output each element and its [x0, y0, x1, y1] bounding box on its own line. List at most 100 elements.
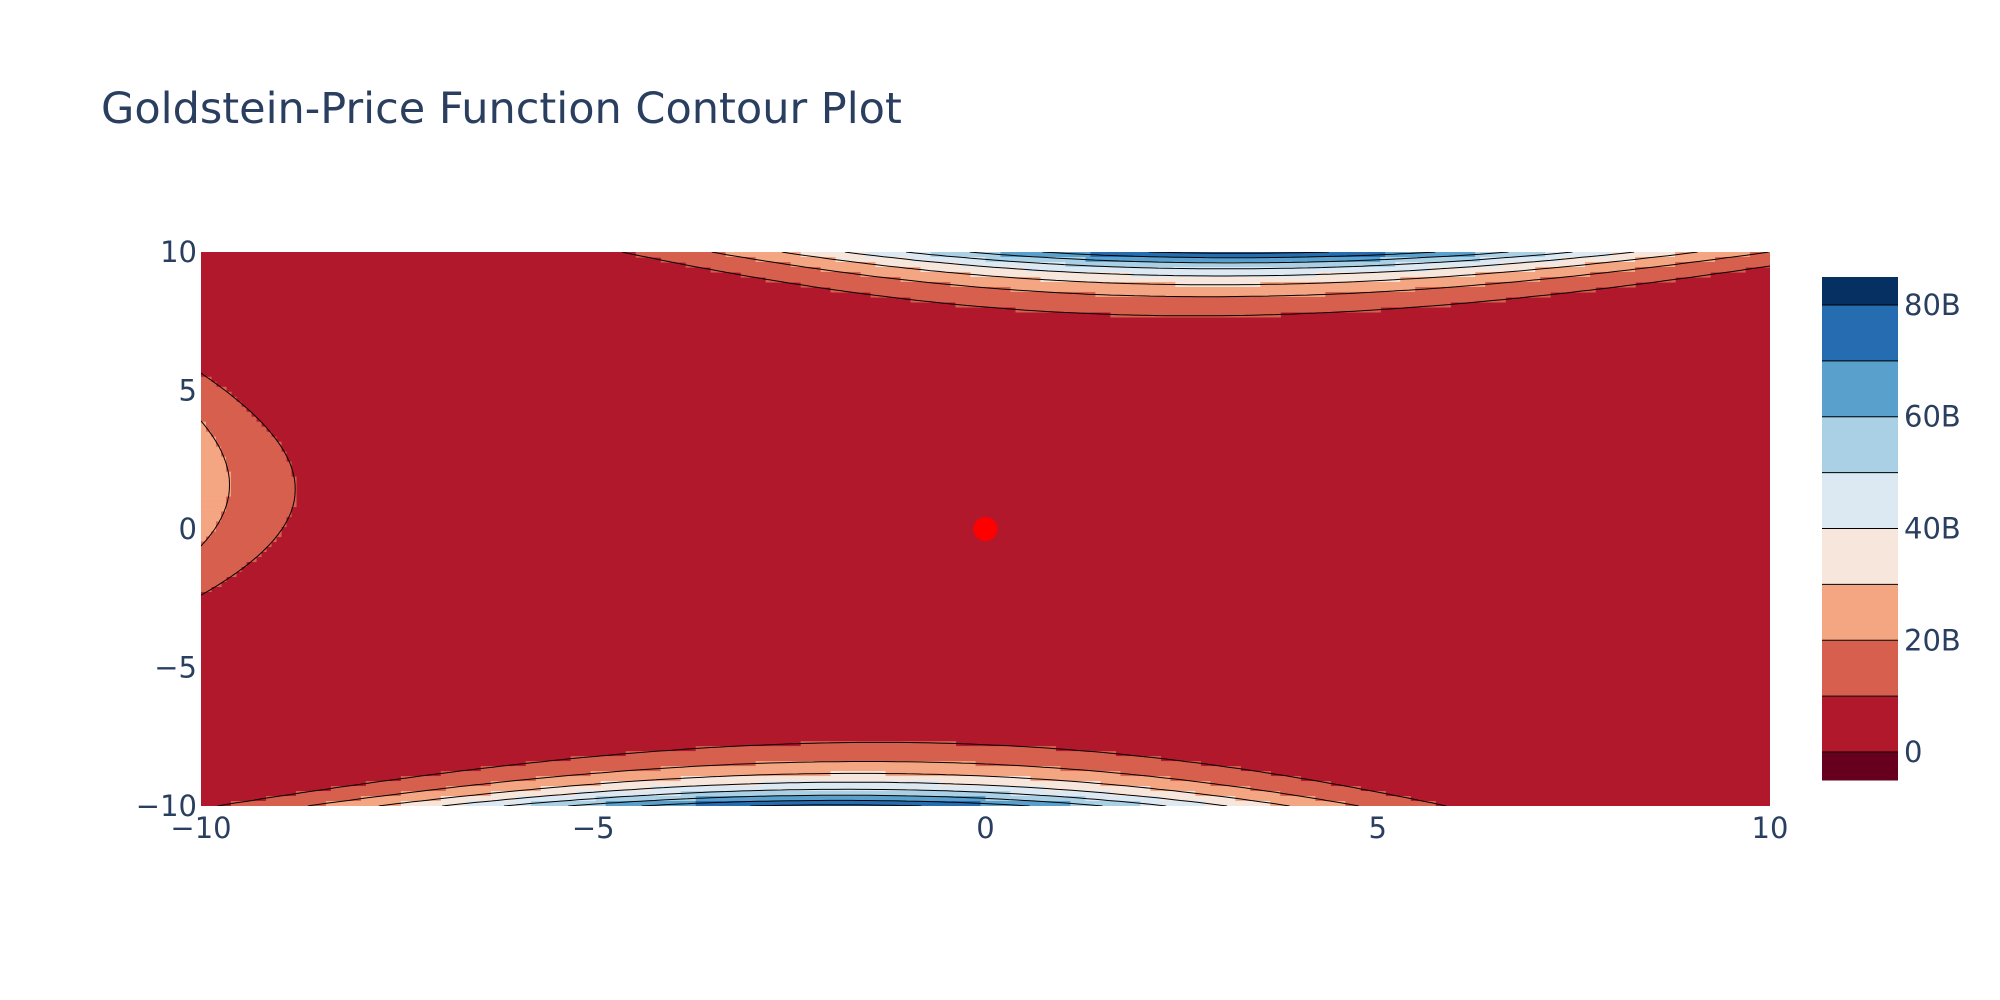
- marker-layer: [973, 517, 998, 541]
- contour-cell: [695, 746, 1057, 752]
- y-tick-label: 10: [160, 235, 197, 269]
- contour-cell: [950, 281, 1176, 288]
- contour-cell: [295, 791, 402, 797]
- contour-cell: [1140, 801, 1206, 806]
- contour-cell: [800, 281, 952, 288]
- contour-cell: [530, 801, 607, 806]
- contour-cell: [201, 496, 227, 503]
- colorbar-band: [1822, 360, 1898, 418]
- contour-cell: [570, 756, 1161, 762]
- contour-cell: [1110, 311, 1281, 318]
- contour-cell: [210, 431, 272, 438]
- contour-cell: [680, 791, 1012, 797]
- contour-cell: [480, 766, 662, 772]
- contour-cell: [201, 586, 212, 592]
- contour-cell: [540, 786, 652, 792]
- contour-cell: [660, 766, 1062, 772]
- contour-cell: [201, 451, 222, 458]
- contour-cell: [1430, 266, 1536, 273]
- contour-cell: [1380, 256, 1481, 263]
- contour-cell: [325, 801, 402, 806]
- contour-cell: [1085, 796, 1161, 802]
- contour-cell: [790, 261, 877, 268]
- contour-cell: [1250, 786, 1361, 792]
- colorbar-tick-label: 80B: [1904, 288, 1961, 322]
- contour-cell: [910, 296, 1506, 303]
- contour-line: [378, 252, 1698, 806]
- colorbar-band: [1822, 696, 1898, 753]
- contour-cell: [206, 426, 267, 433]
- contour-cell: [201, 556, 257, 563]
- colorbar-tick-label: 0: [1904, 735, 1922, 769]
- contour-line: [201, 252, 1769, 806]
- contour-cell: [1095, 291, 1326, 298]
- contour-cell: [201, 566, 242, 573]
- contour-cell: [201, 476, 232, 483]
- contour-cell: [1205, 801, 1271, 806]
- x-tick-label: 0: [976, 811, 994, 845]
- contour-cell: [201, 401, 242, 408]
- colorbar-band: [1822, 528, 1898, 585]
- contour-cell: [885, 771, 1122, 777]
- contour-cell: [206, 421, 262, 428]
- contour-cell: [575, 791, 682, 797]
- contour-cell: [660, 256, 757, 263]
- colorbar-band: [1822, 752, 1898, 781]
- contour-cell: [1675, 261, 1770, 268]
- contour-cell: [230, 801, 327, 806]
- contour-cell: [830, 286, 1012, 293]
- contour-cell: [710, 266, 822, 273]
- contour-cell: [201, 561, 247, 568]
- contour-cell: [201, 396, 237, 403]
- contour-cell: [201, 426, 207, 433]
- contour-cell: [201, 536, 207, 543]
- contour-cell: [201, 466, 227, 473]
- contour-cell: [201, 416, 257, 423]
- contour-cell: [201, 516, 222, 523]
- x-tick-label: 10: [1752, 811, 1789, 845]
- contour-cell: [835, 256, 912, 263]
- contour-cell: [680, 776, 1032, 782]
- contour-cell: [525, 761, 757, 767]
- contour-cell: [220, 511, 292, 518]
- contour-cell: [225, 456, 287, 463]
- contour-cell: [755, 761, 977, 767]
- contour-cell: [1130, 271, 1316, 278]
- contour-cell: [201, 521, 217, 528]
- contour-cell: [445, 786, 542, 792]
- contour-cell: [955, 301, 1451, 308]
- contour-cell: [685, 261, 792, 268]
- contour-cell: [201, 506, 227, 513]
- contour-cell: [230, 471, 292, 478]
- contour-cell: [215, 441, 282, 448]
- contour-cell: [360, 796, 442, 802]
- contour-cell: [201, 456, 227, 463]
- contour-cell: [1585, 261, 1676, 268]
- contour-cell: [490, 791, 577, 797]
- colorbar-band: [1822, 584, 1898, 641]
- contour-cell: [1400, 276, 1541, 283]
- contour-cell: [1045, 786, 1151, 792]
- contour-cell: [590, 771, 832, 777]
- contour-cell: [1480, 256, 1561, 263]
- contour-cell: [600, 781, 762, 787]
- contour-cell: [1715, 256, 1770, 263]
- contour-cell: [1090, 252, 1386, 258]
- contour-cell: [400, 791, 492, 797]
- contour-cell: [535, 776, 682, 782]
- contour-cell: [230, 476, 297, 483]
- contour-cell: [220, 451, 287, 458]
- contour-cell: [206, 536, 277, 543]
- contour-cell: [1120, 771, 1271, 777]
- contour-cell: [970, 271, 1132, 278]
- contour-cell: [201, 391, 232, 398]
- contour-cell: [1635, 266, 1746, 273]
- contour-cell: [1160, 796, 1236, 802]
- contour-cell: [975, 761, 1201, 767]
- contour-cell: [215, 436, 277, 443]
- contour-cell: [225, 461, 292, 468]
- contour-cell: [740, 271, 862, 278]
- x-tick-label: 5: [1369, 811, 1387, 845]
- contour-cell: [930, 252, 1002, 258]
- contour-cell: [220, 446, 282, 453]
